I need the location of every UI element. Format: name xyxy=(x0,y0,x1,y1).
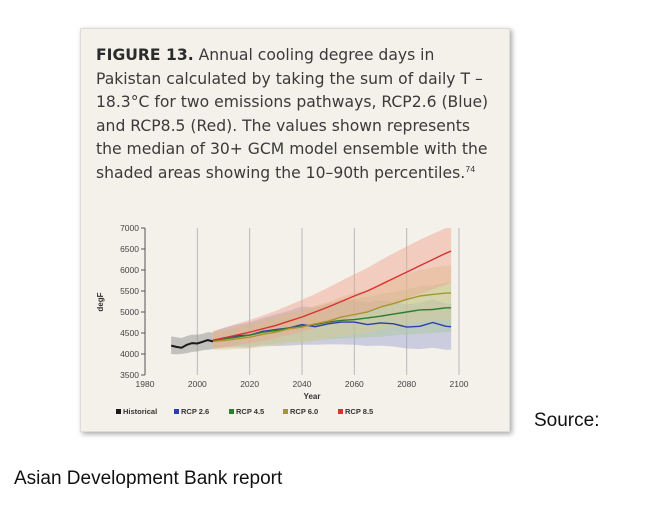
legend-swatch-rcp-2-6 xyxy=(174,409,179,414)
legend-swatch-rcp-6-0 xyxy=(283,409,288,414)
y-tick-label-5000: 5000 xyxy=(120,307,139,317)
x-tick-label-2020: 2020 xyxy=(240,379,259,389)
line-rcp-8-5 xyxy=(212,250,452,341)
y-tick-label-3500: 3500 xyxy=(120,370,139,380)
legend-label-historical: Historical xyxy=(123,407,157,416)
caption-text: Annual cooling degree days in Pakistan c… xyxy=(96,46,489,182)
y-axis-label: degF xyxy=(96,292,105,311)
band-rcp-8-5 xyxy=(213,228,452,349)
legend-swatch-rcp-8-5 xyxy=(338,409,343,414)
legend-label-rcp-4-5: RCP 4.5 xyxy=(236,407,264,416)
line-historical xyxy=(170,339,214,349)
x-tick-label-1980: 1980 xyxy=(136,379,155,389)
x-axis-label: Year xyxy=(304,392,321,401)
x-tick-label-2000: 2000 xyxy=(188,379,207,389)
x-tick-label-2040: 2040 xyxy=(293,379,312,389)
figure-card: FIGURE 13. Annual cooling degree days in… xyxy=(80,28,510,432)
x-tick-label-2100: 2100 xyxy=(450,379,469,389)
caption-footnote: 74 xyxy=(465,164,476,174)
band-rcp-6-0 xyxy=(213,265,452,350)
source-label: Source: xyxy=(534,410,600,431)
legend-label-rcp-8-5: RCP 8.5 xyxy=(345,407,373,416)
y-tick-label-6000: 6000 xyxy=(120,265,139,275)
legend-swatch-historical xyxy=(116,409,121,414)
legend-label-rcp-6-0: RCP 6.0 xyxy=(290,407,318,416)
line-rcp-6-0 xyxy=(212,292,452,343)
figure-label: FIGURE 13. xyxy=(96,46,194,64)
x-tick-label-2060: 2060 xyxy=(345,379,364,389)
figure-caption: FIGURE 13. Annual cooling degree days in… xyxy=(96,44,496,186)
y-tick-label-4000: 4000 xyxy=(120,349,139,359)
line-rcp-4-5 xyxy=(212,307,452,342)
legend-label-rcp-2-6: RCP 2.6 xyxy=(181,407,209,416)
x-tick-label-2080: 2080 xyxy=(397,379,416,389)
y-tick-label-5500: 5500 xyxy=(120,286,139,296)
y-tick-label-4500: 4500 xyxy=(120,328,139,338)
y-tick-label-7000: 7000 xyxy=(120,223,139,233)
y-tick-label-6500: 6500 xyxy=(120,244,139,254)
legend-swatch-rcp-4-5 xyxy=(229,409,234,414)
band-rcp-2-6 xyxy=(213,299,452,350)
source-credit: Asian Development Bank report xyxy=(14,468,283,489)
